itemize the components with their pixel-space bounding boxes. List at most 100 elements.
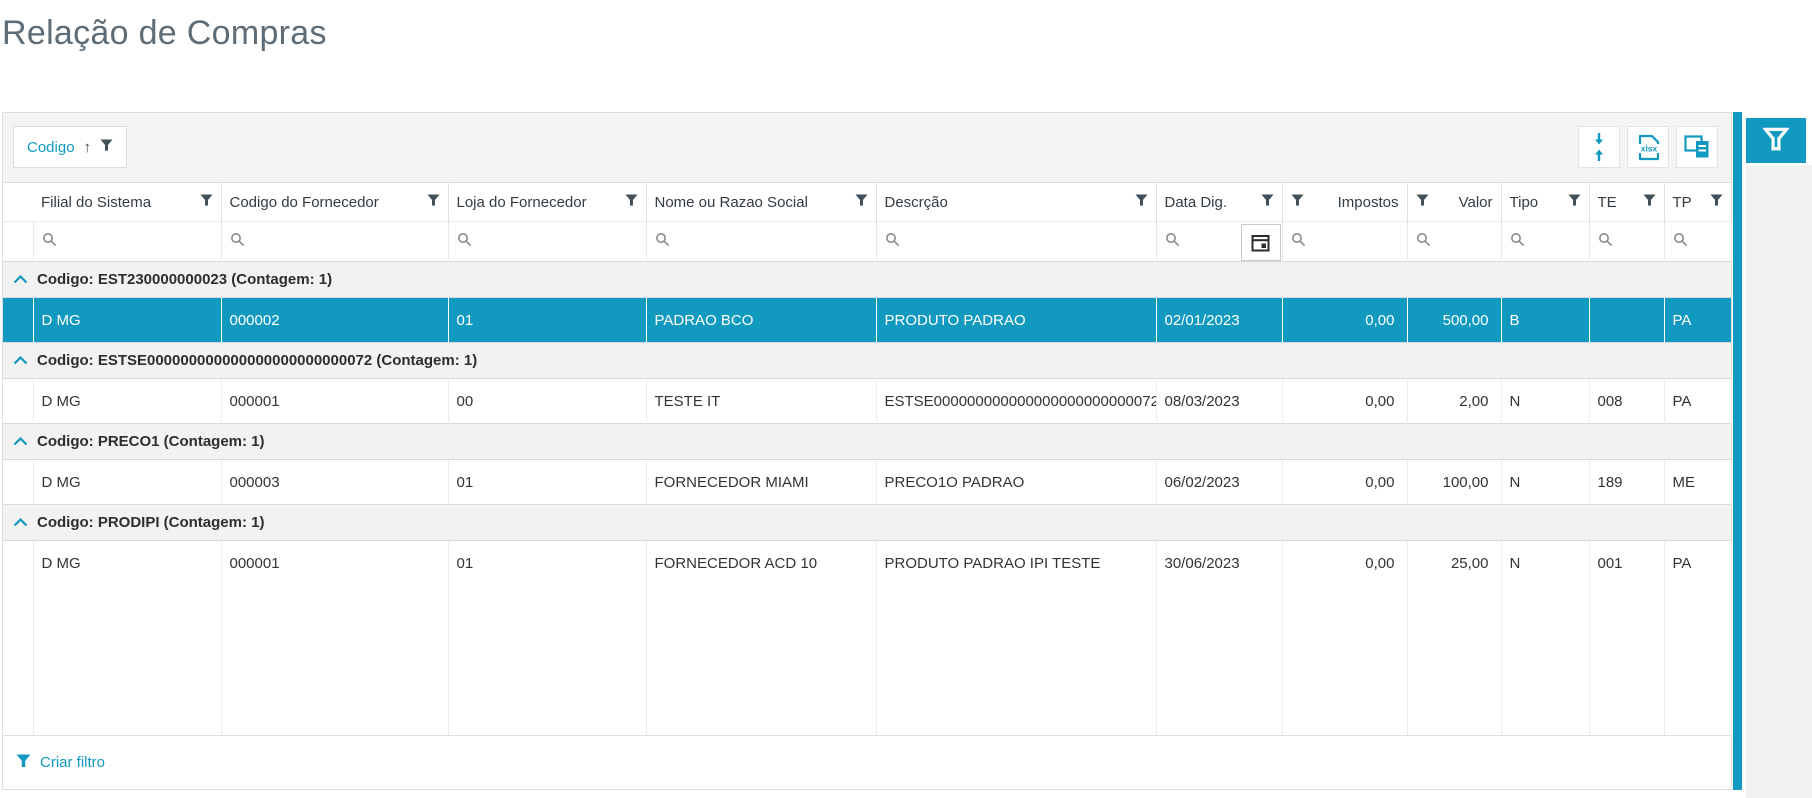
group-row[interactable]: Codigo: PRODIPI (Contagem: 1) bbox=[3, 504, 1731, 541]
cell-codigo[interactable]: 000002 bbox=[221, 297, 448, 343]
header-filter-funnel-icon[interactable] bbox=[854, 194, 868, 211]
cell-descricao[interactable]: PRODUTO PADRAO IPI TESTE bbox=[876, 540, 1157, 586]
cell-filial[interactable]: D MG bbox=[33, 297, 221, 343]
group-collapse-chevron[interactable] bbox=[3, 518, 37, 527]
cell-filial[interactable]: D MG bbox=[33, 378, 222, 424]
header-filter-funnel-icon[interactable] bbox=[1415, 194, 1429, 211]
filter-input-te[interactable] bbox=[1618, 232, 1663, 251]
header-cell-tipo[interactable]: Tipo bbox=[1501, 182, 1590, 222]
cell-tp[interactable]: PA bbox=[1664, 540, 1732, 586]
header-cell-nome[interactable]: Nome ou Razao Social bbox=[646, 182, 877, 222]
header-filter-funnel-icon[interactable] bbox=[199, 194, 213, 211]
table-row[interactable]: D MG 000003 01 FORNECEDOR MIAMI PRECO1O PADR… bbox=[3, 459, 1732, 505]
filter-input-tp[interactable] bbox=[1693, 232, 1730, 251]
header-filter-funnel-icon[interactable] bbox=[1260, 194, 1274, 211]
cell-data_dig[interactable]: 30/06/2023 bbox=[1156, 540, 1283, 586]
cell-impostos[interactable]: 0,00 bbox=[1282, 540, 1408, 586]
header-filter-funnel-icon[interactable] bbox=[1709, 194, 1723, 211]
header-filter-funnel-icon[interactable] bbox=[1567, 194, 1581, 211]
cell-impostos[interactable]: 0,00 bbox=[1282, 378, 1408, 424]
cell-impostos[interactable]: 0,00 bbox=[1282, 459, 1408, 505]
table-row[interactable]: D MG 000001 00 TESTE IT ESTSE000000000000000… bbox=[3, 378, 1732, 424]
group-row[interactable]: Codigo: ESTSE000000000000000000000000072… bbox=[3, 342, 1731, 379]
cell-loja[interactable]: 00 bbox=[448, 378, 647, 424]
vertical-scrollbar[interactable] bbox=[1733, 112, 1742, 790]
cell-te[interactable] bbox=[1589, 297, 1664, 343]
header-cell-loja[interactable]: Loja do Fornecedor bbox=[448, 182, 647, 222]
group-panel-chip-codigo[interactable]: Codigo ↑ bbox=[13, 126, 128, 168]
group-collapse-chevron[interactable] bbox=[3, 275, 37, 284]
cell-codigo[interactable]: 000001 bbox=[221, 540, 449, 586]
filter-input-valor[interactable] bbox=[1436, 232, 1492, 251]
table-row[interactable]: D MG 000002 01 PADRAO BCO PRODUTO PADRAO 02/0… bbox=[3, 297, 1731, 343]
purchases-table: Filial do Sistema Codigo do Fornecedor Loj… bbox=[3, 182, 1732, 738]
group-collapse-chevron[interactable] bbox=[3, 437, 37, 446]
cell-tp[interactable]: PA bbox=[1664, 378, 1732, 424]
funnel-icon[interactable] bbox=[100, 138, 113, 156]
header-cell-impostos[interactable]: Impostos bbox=[1282, 182, 1408, 222]
header-cell-codigo[interactable]: Codigo do Fornecedor bbox=[221, 182, 449, 222]
group-row[interactable]: Codigo: EST230000000023 (Contagem: 1) bbox=[3, 261, 1731, 298]
cell-tipo[interactable]: B bbox=[1501, 297, 1589, 343]
cell-codigo[interactable]: 000003 bbox=[221, 459, 449, 505]
filter-input-filial[interactable] bbox=[62, 232, 174, 251]
group-collapse-chevron[interactable] bbox=[3, 356, 37, 365]
cell-te[interactable]: 189 bbox=[1589, 459, 1665, 505]
cell-valor[interactable]: 500,00 bbox=[1407, 297, 1501, 343]
cell-data_dig[interactable]: 06/02/2023 bbox=[1156, 459, 1283, 505]
cell-descricao[interactable]: PRECO1O PADRAO bbox=[876, 459, 1157, 505]
create-filter-link[interactable]: Criar filtro bbox=[16, 754, 105, 772]
filter-input-impostos[interactable] bbox=[1311, 232, 1386, 251]
cell-nome[interactable]: PADRAO BCO bbox=[646, 297, 876, 343]
cell-tp[interactable]: ME bbox=[1664, 459, 1732, 505]
header-cell-tp[interactable]: TP bbox=[1664, 182, 1732, 222]
table-row[interactable]: D MG 000001 01 FORNECEDOR ACD 10 PRODUTO PAD… bbox=[3, 540, 1732, 586]
cell-descricao[interactable]: PRODUTO PADRAO bbox=[876, 297, 1156, 343]
cell-filial[interactable]: D MG bbox=[33, 459, 222, 505]
cell-te[interactable]: 008 bbox=[1589, 378, 1665, 424]
header-cell-te[interactable]: TE bbox=[1589, 182, 1665, 222]
cell-tp[interactable]: PA bbox=[1664, 297, 1731, 343]
cell-filial[interactable]: D MG bbox=[33, 540, 222, 586]
cell-tipo[interactable]: N bbox=[1501, 378, 1590, 424]
funnel-icon bbox=[1642, 194, 1656, 207]
cell-descricao[interactable]: ESTSE000000000000000000000000072 bbox=[876, 378, 1157, 424]
header-cell-data_dig[interactable]: Data Dig. bbox=[1156, 182, 1283, 222]
header-cell-filial[interactable]: Filial do Sistema bbox=[33, 182, 222, 222]
column-chooser-button[interactable] bbox=[1676, 126, 1718, 168]
group-row[interactable]: Codigo: PRECO1 (Contagem: 1) bbox=[3, 423, 1731, 460]
filter-input-tipo[interactable] bbox=[1530, 232, 1582, 251]
cell-impostos[interactable]: 0,00 bbox=[1282, 297, 1407, 343]
cell-valor[interactable]: 100,00 bbox=[1407, 459, 1502, 505]
cell-loja[interactable]: 01 bbox=[448, 540, 647, 586]
cell-nome[interactable]: TESTE IT bbox=[646, 378, 877, 424]
cell-codigo[interactable]: 000001 bbox=[221, 378, 449, 424]
cell-tipo[interactable]: N bbox=[1501, 459, 1590, 505]
cell-data_dig[interactable]: 08/03/2023 bbox=[1156, 378, 1283, 424]
cell-te[interactable]: 001 bbox=[1589, 540, 1665, 586]
header-filter-funnel-icon[interactable] bbox=[1290, 194, 1304, 211]
cell-nome[interactable]: FORNECEDOR ACD 10 bbox=[646, 540, 877, 586]
cell-loja[interactable]: 01 bbox=[448, 459, 647, 505]
date-picker-button[interactable] bbox=[1240, 224, 1281, 261]
filter-input-loja[interactable] bbox=[477, 232, 595, 251]
cell-valor[interactable]: 25,00 bbox=[1407, 540, 1502, 586]
filter-input-codigo[interactable] bbox=[250, 232, 386, 251]
cell-nome[interactable]: FORNECEDOR MIAMI bbox=[646, 459, 877, 505]
cell-data_dig[interactable]: 02/01/2023 bbox=[1156, 297, 1282, 343]
collapse-all-button[interactable] bbox=[1578, 126, 1620, 168]
header-filter-funnel-icon[interactable] bbox=[1642, 194, 1656, 211]
cell-loja[interactable]: 01 bbox=[448, 297, 646, 343]
header-cell-valor[interactable]: Valor bbox=[1407, 182, 1502, 222]
filter-input-descricao[interactable] bbox=[905, 232, 1073, 251]
cell-valor[interactable]: 2,00 bbox=[1407, 378, 1502, 424]
cell-tipo[interactable]: N bbox=[1501, 540, 1590, 586]
header-filter-funnel-icon[interactable] bbox=[426, 194, 440, 211]
header-cell-descricao[interactable]: Descrção bbox=[876, 182, 1157, 222]
filter-input-nome[interactable] bbox=[675, 232, 813, 251]
header-filter-funnel-icon[interactable] bbox=[624, 194, 638, 211]
filter-panel-toggle-button[interactable] bbox=[1746, 118, 1806, 163]
header-filter-funnel-icon[interactable] bbox=[1134, 194, 1148, 211]
export-xlsx-button[interactable]: xlsx bbox=[1627, 126, 1669, 168]
column-caption: Descrção bbox=[884, 193, 948, 211]
